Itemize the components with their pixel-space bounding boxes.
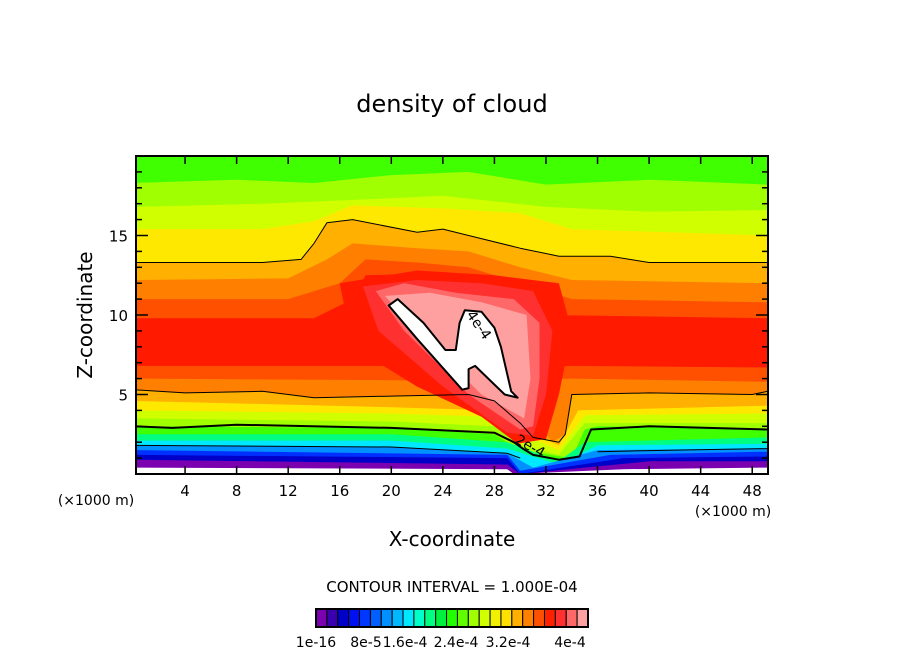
- colorbar-swatch: [359, 608, 371, 628]
- colorbar-swatch: [478, 608, 491, 628]
- x-unit-label: (×1000 m): [695, 504, 771, 520]
- colorbar-swatch: [380, 608, 393, 628]
- filled-contour-bands: [136, 156, 768, 474]
- colorbar-tick-label: 8e-5: [350, 635, 381, 651]
- colorbar-tick-label: 3.2e-4: [486, 635, 531, 651]
- colorbar-tick-label: 4e-4: [554, 635, 586, 651]
- colorbar-swatch: [435, 608, 448, 628]
- x-axis-label: X-coordinate: [389, 527, 516, 551]
- colorbar-tick-label: 1e-16: [296, 635, 336, 651]
- colorbar-swatch: [348, 608, 361, 628]
- colorbar-labels: 1e-16 8e-5 1.6e-4 2.4e-4 3.2e-4 4e-4: [296, 635, 586, 651]
- colorbar-swatch: [326, 608, 339, 628]
- contour-line: [136, 219, 768, 263]
- y-tick-label: 10: [109, 307, 128, 325]
- x-tick-label: 16: [330, 482, 349, 500]
- x-tick-label: 8: [232, 482, 242, 500]
- colorbar-tick-label: 2.4e-4: [434, 635, 479, 651]
- colorbar-swatch: [522, 608, 535, 628]
- colorbar-swatch: [500, 608, 513, 628]
- colorbar-frame: [315, 608, 589, 628]
- contour-lines: [136, 219, 768, 461]
- colorbar-swatch: [402, 608, 415, 628]
- x-tick-label: 32: [536, 482, 555, 500]
- x-tick-label: 4: [180, 482, 190, 500]
- colorbar-swatch: [511, 608, 524, 628]
- colorbar-swatch: [467, 608, 480, 628]
- contour-line: [597, 448, 768, 453]
- contour-line: [136, 389, 768, 443]
- contour-interval-label: CONTOUR INTERVAL = 1.000E-04: [326, 578, 577, 596]
- contour-band-plume: [388, 299, 518, 398]
- colorbar-swatch: [315, 608, 328, 628]
- x-tick-label: 12: [279, 482, 298, 500]
- colorbar-swatch: [391, 608, 404, 628]
- contour-line: [136, 423, 768, 461]
- y-unit-label: (×1000 m): [58, 493, 134, 509]
- x-tick-label: 44: [691, 482, 710, 500]
- colorbar-swatch: [543, 608, 556, 628]
- chart-title: density of cloud: [356, 90, 547, 118]
- colorbar: [315, 608, 589, 628]
- colorbar-swatch: [424, 608, 437, 628]
- x-tick-label: 40: [640, 482, 659, 500]
- y-axis-ticks: 5 10 15: [109, 171, 768, 459]
- y-axis-label: Z-coordinate: [73, 251, 97, 378]
- colorbar-swatch: [576, 608, 589, 628]
- colorbar-swatch: [533, 608, 545, 628]
- y-tick-label: 15: [109, 228, 128, 246]
- x-tick-label: 36: [588, 482, 607, 500]
- colorbar-swatch: [369, 608, 382, 628]
- colorbar-swatch: [337, 608, 350, 628]
- x-tick-label: 48: [743, 482, 762, 500]
- colorbar-swatch: [554, 608, 567, 628]
- contour-line: [136, 444, 521, 459]
- y-tick-label: 5: [118, 387, 128, 405]
- x-tick-label: 24: [433, 482, 452, 500]
- contour-band-lower: [136, 467, 768, 474]
- x-axis-ticks: 4 8 12 16 20 24 28 32 36 40 44 48: [180, 156, 762, 500]
- x-tick-label: 28: [485, 482, 504, 500]
- colorbar-swatch: [456, 608, 469, 628]
- colorbar-tick-label: 1.6e-4: [383, 635, 428, 651]
- colorbar-swatch: [413, 608, 426, 628]
- colorbar-swatch: [489, 608, 502, 628]
- contour-line: [387, 298, 519, 399]
- colorbar-swatch: [446, 608, 458, 628]
- colorbar-swatch: [565, 608, 578, 628]
- x-tick-label: 20: [382, 482, 401, 500]
